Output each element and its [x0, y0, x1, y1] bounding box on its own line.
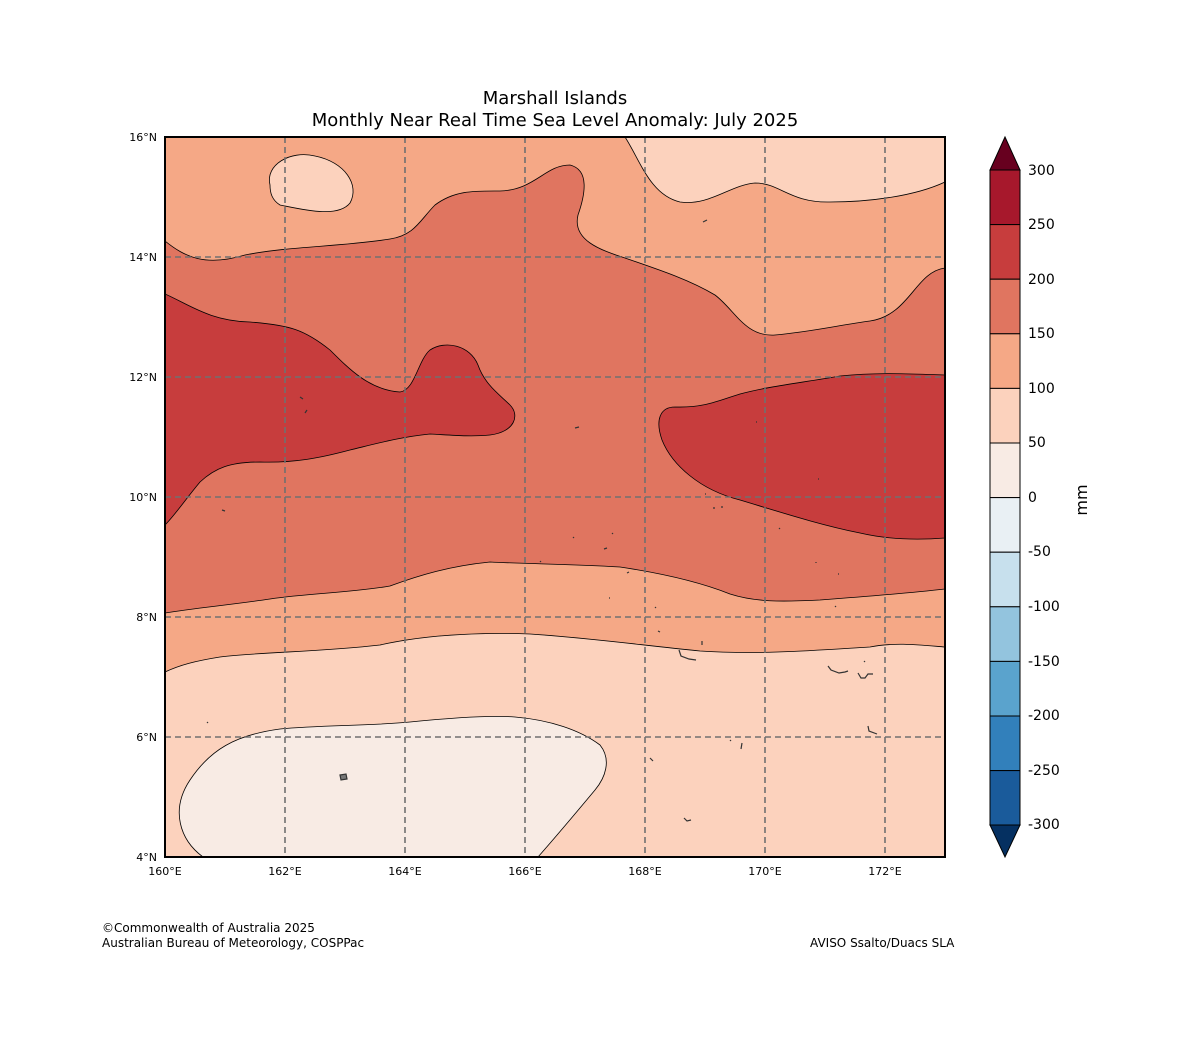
- colorbar-unit-label: mm: [1072, 484, 1091, 515]
- colorbar-segment: [989, 442, 1021, 499]
- colorbar-segment: [989, 551, 1021, 608]
- island-outline: [678, 641, 703, 661]
- colorbar-extend-top: [989, 135, 1021, 171]
- lat-label: 14°N: [129, 251, 157, 264]
- lat-label: 16°N: [129, 131, 157, 144]
- colorbar-ticks: 300 250 200 150 100 50 0 -50 -100 -150 -…: [1028, 163, 1060, 833]
- colorbar-tick: 200: [1028, 272, 1055, 288]
- lon-label: 160°E: [148, 865, 181, 878]
- copyright-text: ©Commonwealth of Australia 2025: [102, 921, 315, 935]
- islands: [206, 219, 878, 822]
- colorbar-segment: [989, 497, 1021, 553]
- lon-label: 168°E: [628, 865, 661, 878]
- island-outline: [539, 532, 614, 563]
- map-frame: [164, 136, 946, 858]
- colorbar-tick: -200: [1028, 708, 1060, 724]
- lon-label: 172°E: [868, 865, 901, 878]
- colorbar-tick: -250: [1028, 763, 1060, 779]
- colorbar-tick: -100: [1028, 599, 1060, 615]
- colorbar-tick: 300: [1028, 163, 1055, 179]
- lon-axis-labels: 160°E 162°E 164°E 166°E 168°E 170°E 172°…: [148, 865, 901, 878]
- island-outline: [827, 665, 873, 679]
- colorbar-segment: [989, 715, 1021, 772]
- colorbar-segment: [989, 770, 1021, 826]
- colorbar-tick: -50: [1028, 544, 1051, 560]
- island-outline: [339, 773, 348, 781]
- island-outline: [299, 396, 308, 414]
- map-subtitle: Monthly Near Real Time Sea Level Anomaly…: [311, 110, 799, 131]
- colorbar-tick: -150: [1028, 654, 1060, 670]
- lat-label: 6°N: [136, 731, 157, 744]
- lat-label: 4°N: [136, 851, 157, 864]
- gridlines: [165, 137, 945, 857]
- colorbar-segment: [989, 224, 1021, 280]
- agency-text: Australian Bureau of Meteorology, COSPPa…: [102, 936, 365, 950]
- colorbar-segment: [989, 387, 1021, 444]
- island-outline: [574, 426, 580, 429]
- colorbar-tick: 50: [1028, 435, 1046, 451]
- colorbar-tick: 0: [1028, 490, 1037, 506]
- band-200-250-right: [658, 373, 945, 540]
- colorbar-tick: 150: [1028, 326, 1055, 342]
- band-0-50: [178, 715, 607, 857]
- colorbar-tick: 100: [1028, 381, 1055, 397]
- island-outline: [221, 509, 226, 512]
- colorbar-tick: 250: [1028, 217, 1055, 233]
- band-200-250-left: [165, 293, 516, 526]
- island-outline: [206, 721, 692, 822]
- colorbar-segment: [989, 660, 1021, 717]
- lon-label: 164°E: [388, 865, 421, 878]
- colorbar-segment: [989, 606, 1021, 662]
- data-source-text: AVISO Ssalto/Duacs SLA: [810, 936, 955, 950]
- lon-label: 170°E: [748, 865, 781, 878]
- island-outline: [702, 219, 708, 223]
- colorbar-segment: [989, 278, 1021, 335]
- island-outline: [609, 571, 661, 633]
- footer-credit: ©Commonwealth of Australia 2025 Australi…: [102, 921, 364, 951]
- lon-label: 166°E: [508, 865, 541, 878]
- lat-axis-labels: 4°N 6°N 8°N 10°N 12°N 14°N 16°N: [129, 131, 157, 864]
- lat-label: 8°N: [136, 611, 157, 624]
- band-50-100-pocket: [269, 154, 354, 213]
- colorbar-segment: [989, 333, 1021, 389]
- lat-label: 10°N: [129, 491, 157, 504]
- lat-label: 12°N: [129, 371, 157, 384]
- island-outline: [729, 660, 878, 750]
- lon-label: 162°E: [268, 865, 301, 878]
- island-outline: [705, 421, 839, 608]
- colorbar-tick: -300: [1028, 817, 1060, 833]
- colorbar-segment: [989, 169, 1021, 226]
- colorbar: [989, 135, 1021, 859]
- map-title: Marshall Islands: [482, 88, 628, 109]
- colorbar-extend-bottom: [989, 824, 1021, 859]
